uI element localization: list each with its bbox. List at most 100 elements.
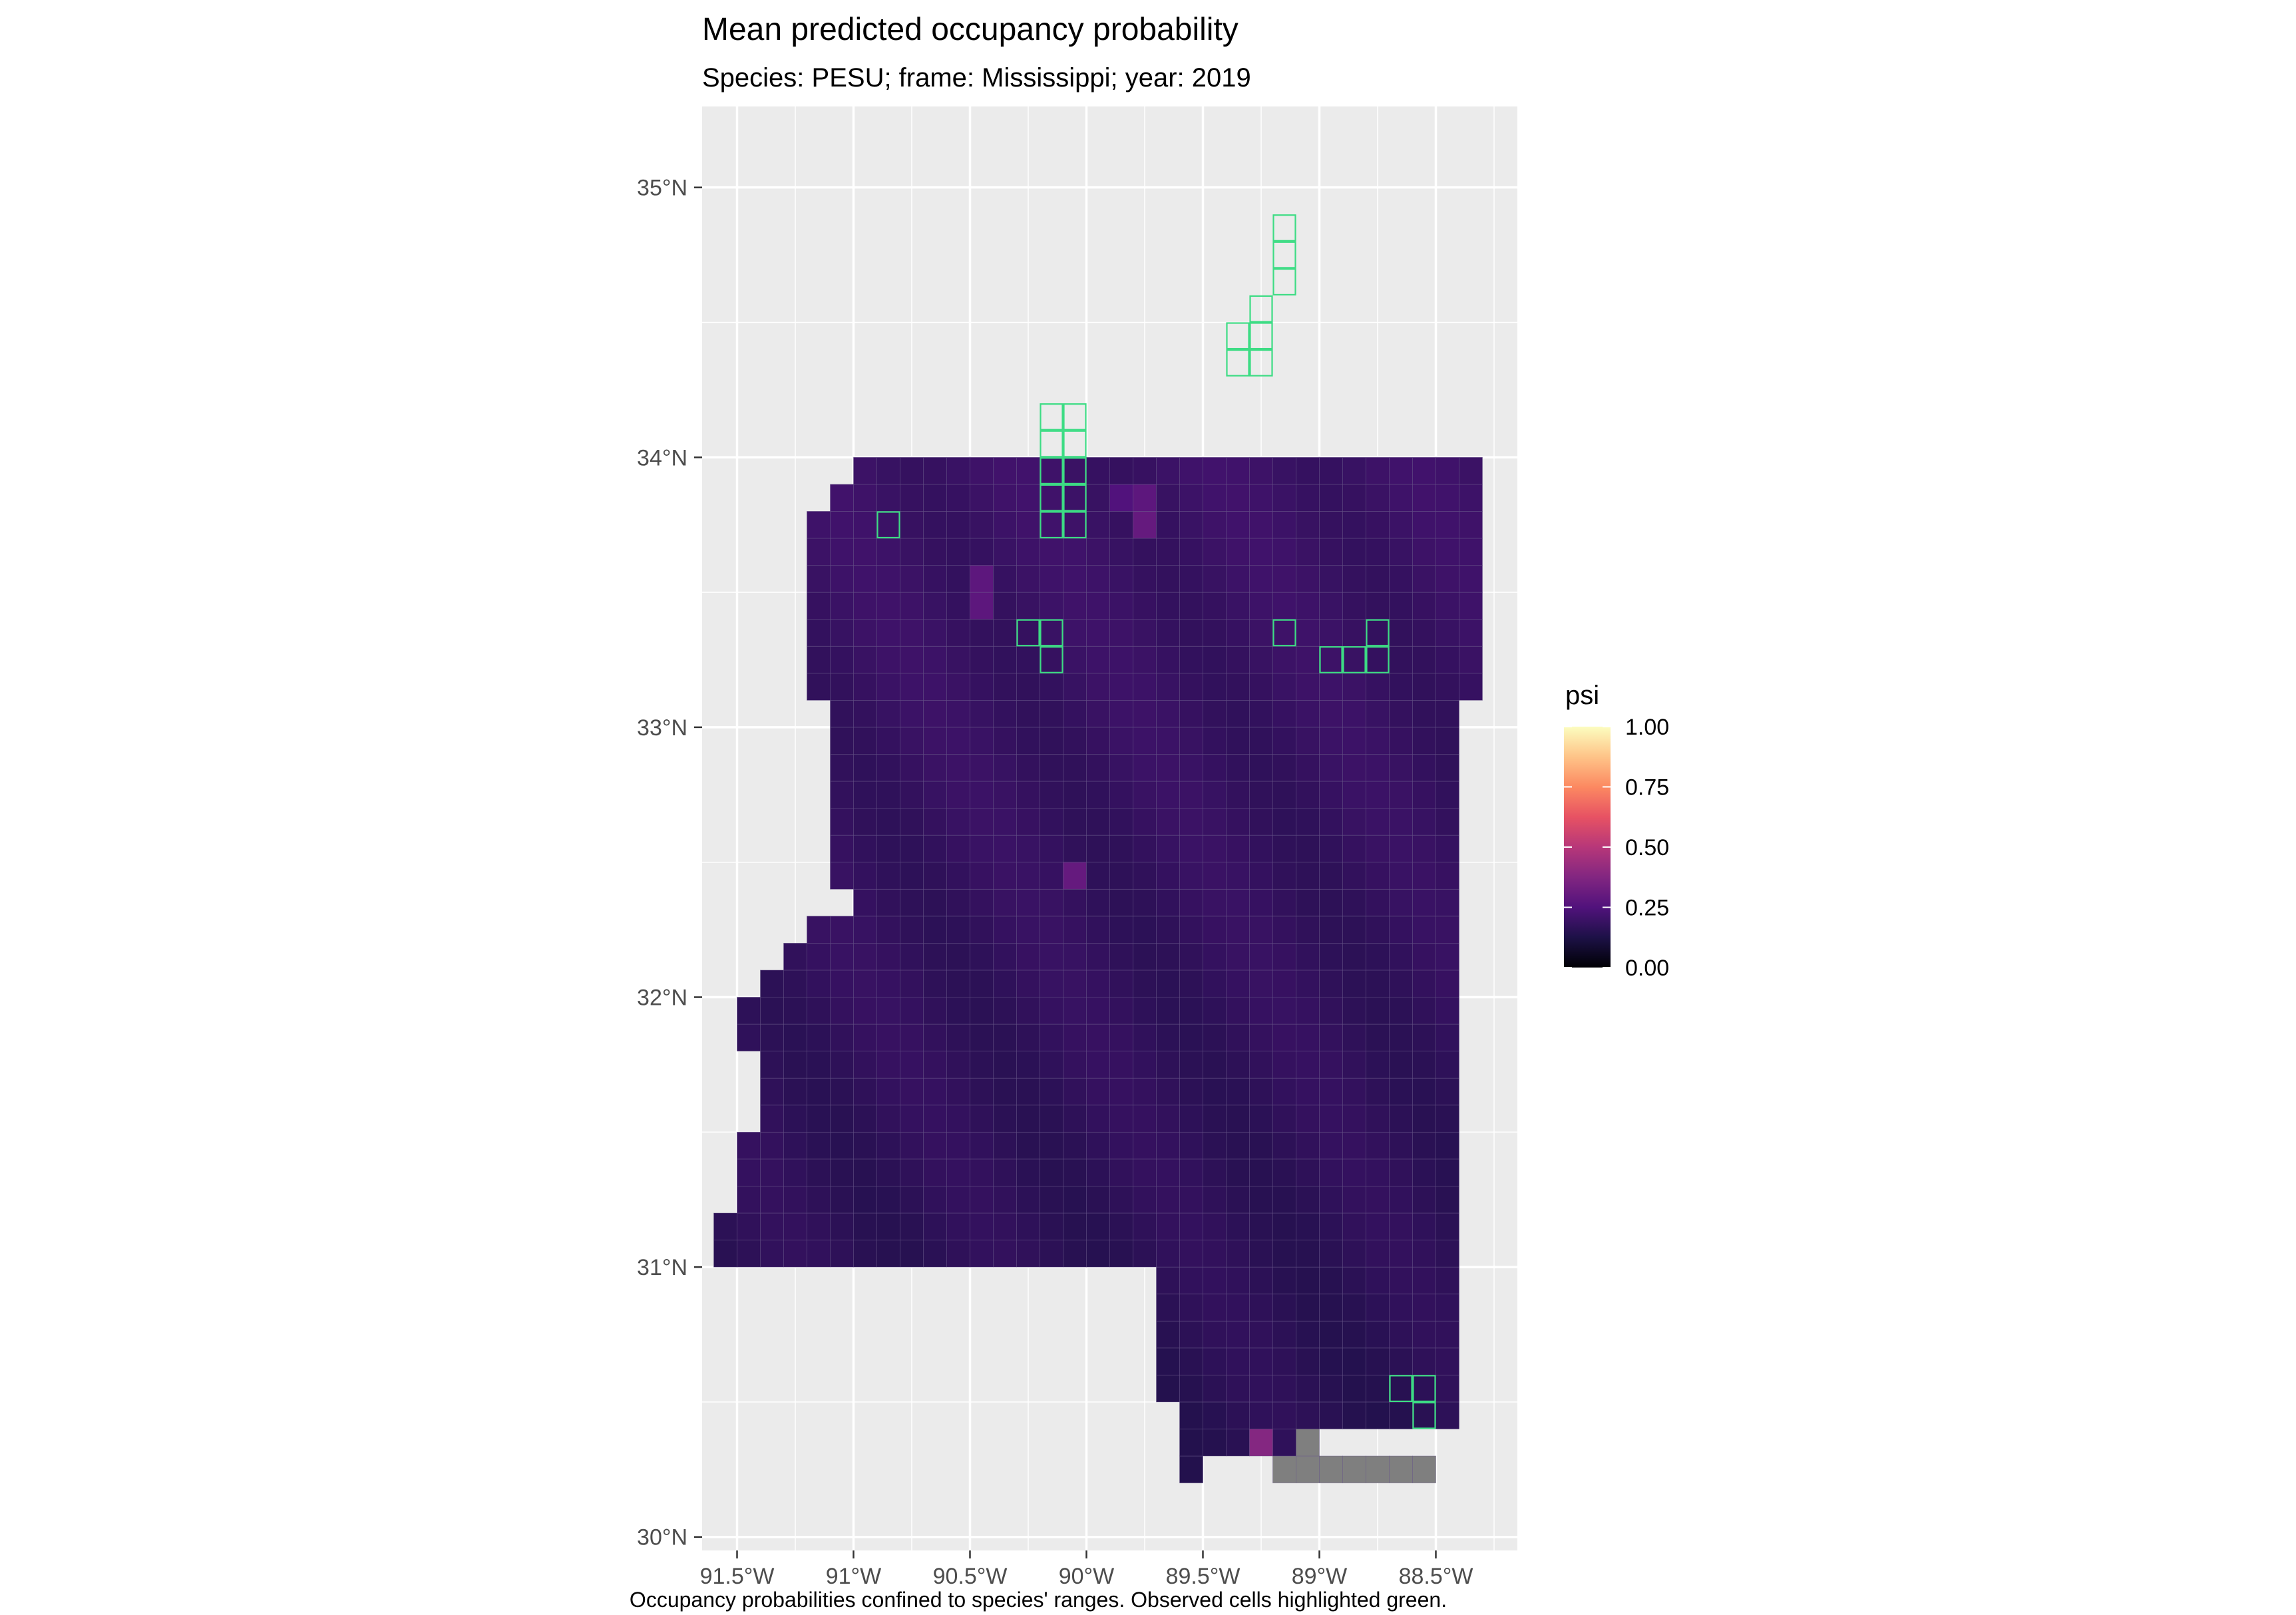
grid-cell [1435, 456, 1459, 485]
grid-cell [946, 699, 970, 728]
observed-cell [1063, 457, 1087, 484]
grid-cell [853, 781, 877, 808]
grid-cell [1296, 1320, 1320, 1349]
grid-cell [1156, 781, 1180, 808]
y-tick-label: 32°N [637, 986, 687, 1011]
grid-cell [1203, 1023, 1227, 1052]
grid-cell [1459, 645, 1483, 674]
grid-cell [807, 1023, 831, 1052]
grid-cell [1342, 484, 1366, 512]
grid-cell [900, 834, 924, 863]
grid-cell [970, 970, 994, 997]
grid-cell [1133, 781, 1157, 808]
grid-cell [946, 1159, 970, 1186]
observed-cell [1366, 646, 1390, 673]
observed-cell [1063, 430, 1087, 458]
grid-cell [737, 1131, 761, 1160]
grid-cell [1063, 565, 1087, 593]
grid-cell [1109, 645, 1133, 674]
grid-cell [993, 754, 1017, 782]
grid-cell [1156, 511, 1180, 539]
grid-cell [1133, 456, 1157, 485]
grid-cell [900, 808, 924, 836]
grid-cell [760, 1051, 784, 1079]
grid-cell [1133, 1240, 1157, 1268]
grid-cell [1435, 484, 1459, 512]
grid-cell [830, 862, 854, 890]
grid-cell [1272, 699, 1296, 728]
grid-cell [1435, 1131, 1459, 1160]
grid-cell [1319, 942, 1343, 971]
grid-cell [1226, 699, 1250, 728]
grid-cell [1226, 1294, 1250, 1322]
grid-cell [1272, 1401, 1296, 1429]
grid-cell [900, 699, 924, 728]
grid-cell [1366, 484, 1390, 512]
grid-cell [1156, 970, 1180, 997]
grid-cell [760, 1105, 784, 1133]
grid-cell [1435, 1159, 1459, 1186]
grid-cell [1109, 1212, 1133, 1240]
grid-cell [1319, 862, 1343, 890]
grid-cell [1203, 673, 1227, 701]
grid-cell [1016, 942, 1040, 971]
grid-cell [970, 808, 994, 836]
grid-cell [1086, 1105, 1110, 1133]
grid-cell [1063, 673, 1087, 701]
grid-cell [900, 970, 924, 997]
grid-cell [1086, 916, 1110, 944]
grid-cell [760, 1159, 784, 1186]
grid-cell [1203, 484, 1227, 512]
grid-cell [1366, 1023, 1390, 1052]
grid-cell [1389, 1077, 1413, 1106]
grid-cell [713, 1212, 737, 1240]
grid-cell [1156, 1105, 1180, 1133]
grid-cell [1086, 592, 1110, 620]
grid-cell [1203, 997, 1227, 1025]
grid-cell [1249, 1077, 1273, 1106]
grid-cell [1272, 1023, 1296, 1052]
grid-cell [830, 1212, 854, 1240]
grid-cell [853, 1077, 877, 1106]
grid-cell [900, 916, 924, 944]
grid-cell [1016, 1131, 1040, 1160]
grid-cell [737, 1159, 761, 1186]
grid-cell [1319, 565, 1343, 593]
grid-cell [946, 456, 970, 485]
grid-cell [1016, 1051, 1040, 1079]
grid-cell [1296, 456, 1320, 485]
grid-cell [946, 781, 970, 808]
grid-cell [923, 619, 947, 647]
grid-cell [1459, 511, 1483, 539]
grid-cell [1412, 888, 1436, 917]
grid-cell [1063, 970, 1087, 997]
grid-cell [1040, 565, 1063, 593]
grid-cell [1319, 1240, 1343, 1268]
grid-cell [1342, 970, 1366, 997]
grid-cell [1296, 970, 1320, 997]
observed-cell [1412, 1375, 1436, 1403]
grid-cell [1086, 888, 1110, 917]
grid-cell [1063, 888, 1087, 917]
grid-cell [1016, 456, 1040, 485]
grid-cell [1156, 942, 1180, 971]
grid-cell [1040, 1212, 1063, 1240]
grid-cell [1063, 1051, 1087, 1079]
grid-cell [970, 888, 994, 917]
grid-cell [1412, 1374, 1436, 1403]
grid-cell [853, 888, 877, 917]
grid-cell [1203, 781, 1227, 808]
grid-cell [1435, 1023, 1459, 1052]
na-cell [1296, 1455, 1320, 1483]
grid-cell [1389, 888, 1413, 917]
grid-cell [993, 645, 1017, 674]
grid-cell [807, 1186, 831, 1214]
grid-cell [1179, 1186, 1203, 1214]
grid-cell [1412, 1159, 1436, 1186]
grid-cell [1016, 862, 1040, 890]
grid-cell [1133, 997, 1157, 1025]
observed-cell [1063, 511, 1087, 539]
grid-cell [1086, 1240, 1110, 1268]
grid-cell [993, 1212, 1017, 1240]
grid-cell [760, 1186, 784, 1214]
